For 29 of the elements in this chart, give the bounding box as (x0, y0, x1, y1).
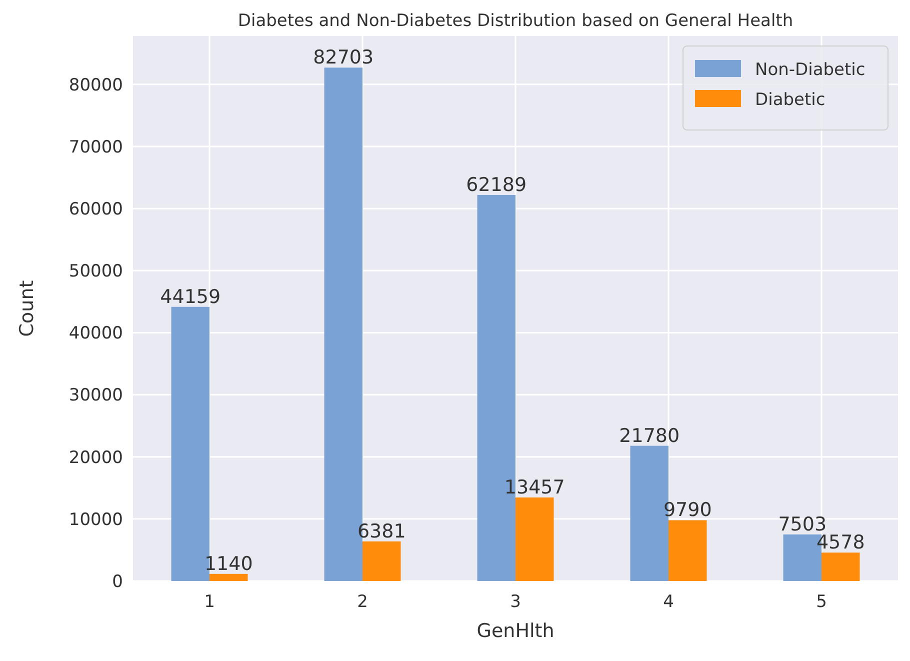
x-tick-label: 3 (510, 592, 521, 612)
y-tick-label: 70000 (68, 137, 123, 158)
x-tick-label: 5 (816, 592, 827, 612)
x-tick-label: 2 (357, 592, 368, 612)
data-label: 62189 (466, 174, 527, 196)
y-tick-label: 10000 (68, 510, 123, 530)
data-label: 7503 (778, 513, 827, 536)
chart-title: Diabetes and Non-Diabetes Distribution based on General Health (238, 11, 794, 31)
y-axis-title: Count (16, 280, 38, 337)
legend-label: Diabetic (755, 90, 826, 110)
bar (668, 520, 707, 581)
data-label: 21780 (619, 424, 680, 447)
y-tick-label: 20000 (68, 448, 123, 468)
bar (362, 541, 401, 581)
data-label: 82703 (313, 46, 374, 69)
y-tick-label: 50000 (68, 262, 123, 282)
y-tick-label: 0 (112, 572, 123, 592)
y-tick-label: 80000 (68, 75, 123, 96)
x-tick-label: 1 (204, 592, 215, 612)
y-tick-label: 40000 (68, 324, 123, 344)
x-tick-label: 4 (663, 592, 674, 612)
x-axis-title: GenHlth (476, 620, 554, 642)
bar (516, 497, 554, 581)
data-label: 44159 (160, 286, 221, 308)
bar (210, 574, 248, 581)
y-tick-label: 30000 (68, 386, 123, 406)
legend-label: Non-Diabetic (755, 60, 866, 80)
bar (822, 552, 860, 581)
y-tick-label: 60000 (68, 200, 123, 220)
